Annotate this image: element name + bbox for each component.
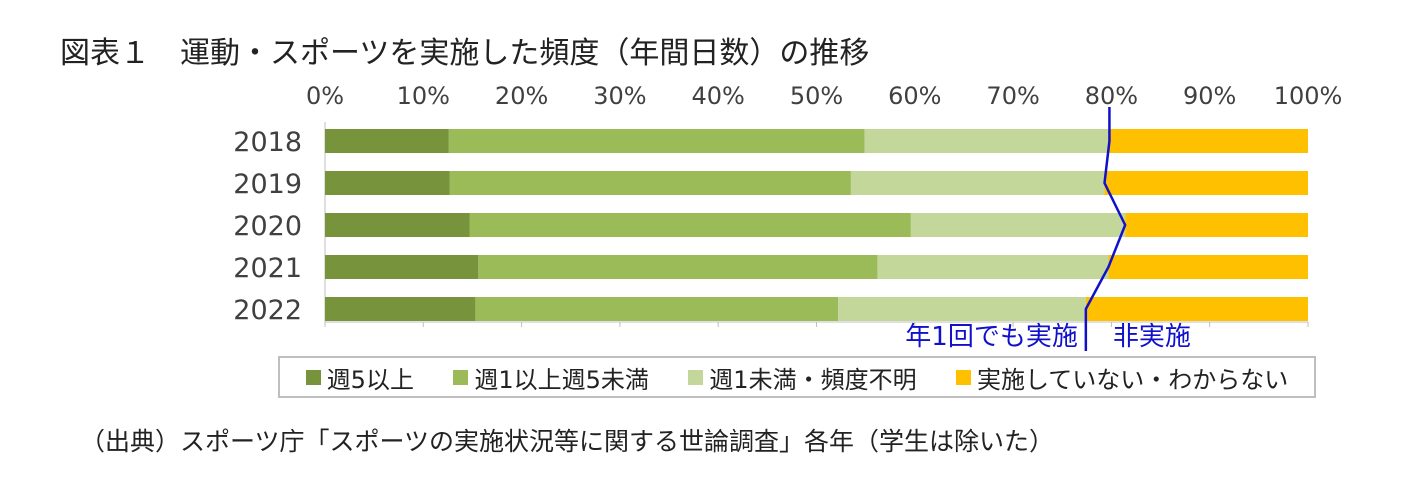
- bar-segment: [910, 213, 1126, 237]
- bar-segment: [864, 129, 1110, 153]
- bar-segment: [1109, 129, 1308, 153]
- bar-segment: [1108, 255, 1308, 279]
- threshold-line: [1084, 107, 1127, 351]
- bar-segment: [325, 213, 470, 237]
- bar-segment: [877, 255, 1109, 279]
- bar-segment: [1125, 213, 1308, 237]
- legend-item: 週1以上週5未満: [453, 360, 649, 395]
- category-label: 2021: [233, 253, 302, 284]
- x-tick-label: 100%: [1274, 82, 1343, 110]
- bar-segment: [1085, 297, 1308, 321]
- x-tick-label: 40%: [692, 82, 745, 110]
- bar-segment: [449, 171, 851, 195]
- bar-segment: [448, 129, 865, 153]
- bar-segment: [325, 171, 450, 195]
- bar-segment: [325, 297, 476, 321]
- category-label: 2022: [233, 295, 302, 326]
- stacked-bar-chart: 0% 10% 20% 30% 40% 50% 60% 70% 80% 90% 100% 2018 20…: [233, 82, 1343, 352]
- legend-label: 実施していない・わからない: [976, 365, 1289, 394]
- legend-item: 実施していない・わからない: [955, 360, 1289, 395]
- bar-segment: [325, 255, 479, 279]
- legend-item: 週5以上: [305, 360, 414, 395]
- legend-label: 週1未満・頻度不明: [709, 365, 917, 394]
- legend-item: 週1未満・頻度不明: [688, 360, 917, 395]
- category-label: 2018: [233, 127, 302, 158]
- legend-label: 週5以上: [326, 365, 414, 394]
- legend-swatch: [688, 369, 704, 385]
- annotation-label-not-implemented: 非実施: [1113, 322, 1191, 352]
- bar-segment: [475, 297, 839, 321]
- legend-label: 週1以上週5未満: [474, 365, 649, 394]
- legend-swatch: [305, 369, 321, 385]
- chart-title: 図表１ 運動・スポーツを実施した頻度（年間日数）の推移: [60, 36, 870, 71]
- chart-legend: 週5以上 週1以上週5未満 週1未満・頻度不明 実施していない・わからない: [278, 356, 1316, 398]
- category-label: 2020: [233, 211, 302, 242]
- x-tick-label: 20%: [495, 82, 548, 110]
- bar-segment: [478, 255, 878, 279]
- annotation-label-implemented: 年1回でも実施: [905, 322, 1078, 352]
- source-note: （出典）スポーツ庁「スポーツの実施状況等に関する世論調査」各年（学生は除いた）: [80, 427, 1055, 456]
- x-tick-label: 60%: [888, 82, 941, 110]
- x-tick-label: 50%: [790, 82, 843, 110]
- x-tick-label: 90%: [1183, 82, 1236, 110]
- x-tick-label: 70%: [986, 82, 1039, 110]
- legend-swatch: [955, 369, 971, 385]
- bar-segment: [850, 171, 1105, 195]
- x-tick-label: 0%: [306, 82, 344, 110]
- bar-segment: [469, 213, 911, 237]
- bar-segment: [325, 129, 449, 153]
- bar-segment: [838, 297, 1086, 321]
- x-tick-label: 30%: [593, 82, 646, 110]
- legend-swatch: [453, 369, 469, 385]
- category-label: 2019: [233, 169, 302, 200]
- x-tick-label: 10%: [397, 82, 450, 110]
- bar-segment: [1104, 171, 1308, 195]
- x-tick-label: 80%: [1085, 82, 1138, 110]
